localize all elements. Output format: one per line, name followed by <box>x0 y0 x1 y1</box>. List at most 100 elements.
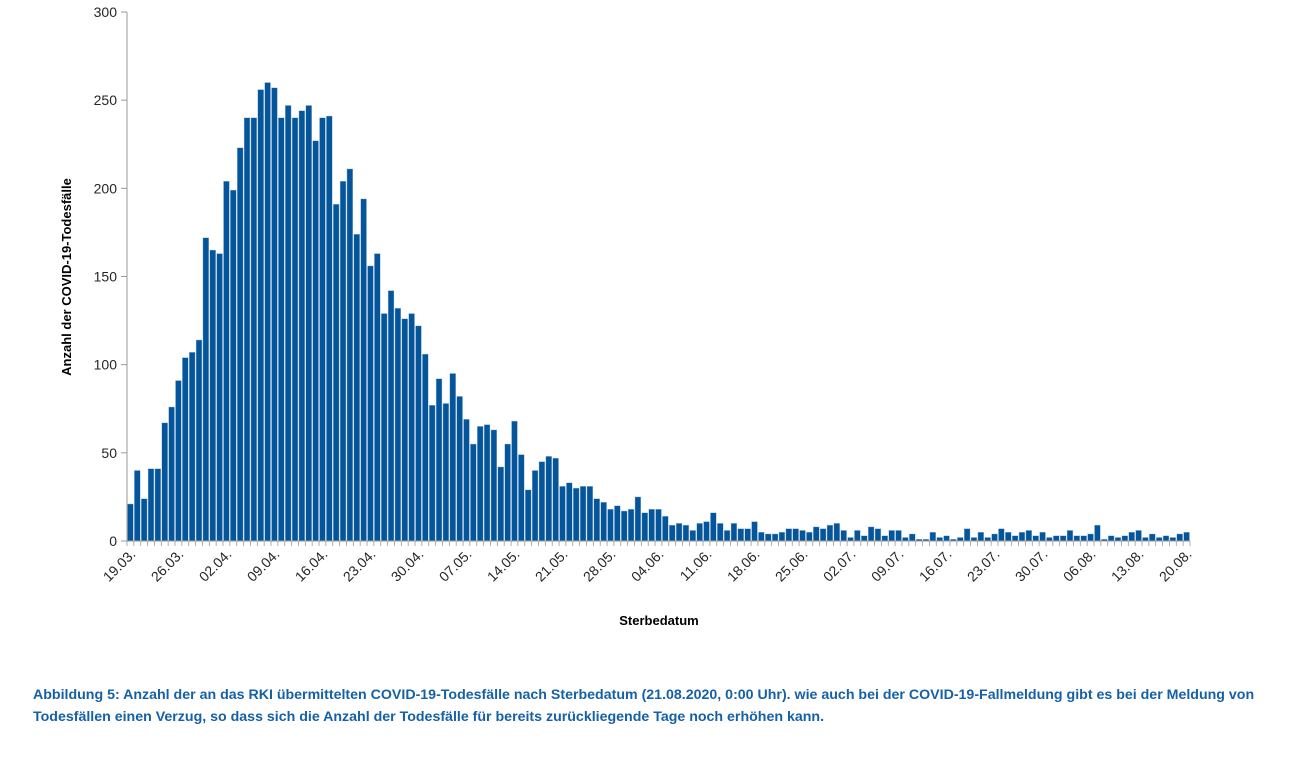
bar <box>963 528 971 542</box>
bar <box>538 461 546 542</box>
x-tick-label: 04.06. <box>628 546 667 585</box>
bar <box>1025 530 1032 542</box>
bar <box>662 516 669 542</box>
bar <box>387 290 395 542</box>
bar <box>634 496 642 542</box>
bar <box>374 253 381 542</box>
bar <box>785 528 792 542</box>
bar <box>346 168 354 542</box>
bar <box>675 523 683 542</box>
bar <box>1176 533 1183 542</box>
bar <box>531 470 539 542</box>
x-tick-label: 21.05. <box>532 546 571 585</box>
bar <box>710 512 717 542</box>
bar <box>874 528 882 542</box>
bar <box>470 443 477 542</box>
bar <box>1073 535 1080 542</box>
bar <box>305 105 312 542</box>
bar <box>1046 537 1053 542</box>
bar <box>216 253 223 542</box>
bar <box>463 419 470 542</box>
bar <box>518 454 525 542</box>
bar <box>1087 533 1094 542</box>
bar <box>483 424 491 542</box>
bar <box>984 537 991 542</box>
bar <box>730 523 738 542</box>
bar <box>1059 535 1067 542</box>
bar <box>477 426 484 542</box>
bar <box>422 353 429 542</box>
bar <box>641 512 648 542</box>
x-tick-label: 20.08. <box>1156 546 1195 585</box>
bar <box>689 530 696 542</box>
bar <box>1107 535 1115 542</box>
bar <box>312 140 319 542</box>
bar <box>621 510 628 542</box>
bar <box>627 509 635 542</box>
bar <box>497 466 504 542</box>
bar <box>1039 531 1046 542</box>
bar <box>250 117 258 542</box>
bar <box>579 486 587 542</box>
x-tick-label: 02.04. <box>196 546 235 585</box>
bar <box>813 526 820 542</box>
bar <box>1018 531 1026 542</box>
bar <box>1128 531 1135 542</box>
bar <box>806 531 813 542</box>
bar <box>326 115 333 542</box>
bar <box>607 509 614 542</box>
bar <box>744 528 751 542</box>
x-tick-label: 30.04. <box>388 546 427 585</box>
bar <box>525 489 532 542</box>
bar <box>449 373 456 542</box>
bar <box>614 505 621 542</box>
bar <box>1011 535 1019 542</box>
bar <box>1094 524 1101 542</box>
bar <box>1183 531 1190 542</box>
bar <box>888 530 895 542</box>
bar <box>867 526 875 542</box>
y-tick-label: 200 <box>94 180 118 196</box>
x-tick-label: 26.03. <box>148 546 187 585</box>
bar <box>1005 531 1012 542</box>
y-tick-label: 0 <box>109 533 117 549</box>
bar <box>195 339 203 542</box>
bar <box>854 530 861 542</box>
bar <box>970 537 978 542</box>
bar <box>1156 537 1163 542</box>
x-tick-label: 25.06. <box>772 546 811 585</box>
bar <box>1053 535 1060 542</box>
bar <box>847 537 854 542</box>
x-tick-label: 28.05. <box>580 546 619 585</box>
x-tick-label: 23.04. <box>340 546 379 585</box>
bar <box>209 249 216 542</box>
bar <box>168 406 175 542</box>
bar <box>230 189 237 542</box>
bar <box>545 456 552 542</box>
bar <box>511 420 518 542</box>
y-tick-label: 300 <box>94 4 118 20</box>
bar <box>1121 535 1128 542</box>
x-tick-label: 09.07. <box>868 546 907 585</box>
bar <box>504 443 511 542</box>
bar <box>435 378 443 542</box>
bar <box>1032 535 1039 542</box>
bar <box>648 509 655 542</box>
bar <box>189 352 196 542</box>
bar <box>182 357 189 542</box>
bar <box>559 486 566 542</box>
x-tick-label: 07.05. <box>436 546 475 585</box>
bar <box>134 470 141 542</box>
x-tick-label: 06.08. <box>1060 546 1099 585</box>
bar <box>991 533 998 542</box>
bar <box>929 531 936 542</box>
bar <box>1162 535 1170 542</box>
bars-group <box>127 82 1190 542</box>
bar <box>264 82 271 542</box>
bar <box>586 486 594 542</box>
bar <box>154 468 161 542</box>
bar <box>552 457 559 542</box>
y-axis: 0 50 100 150 200 250 300 <box>94 4 128 549</box>
bar <box>1135 530 1142 542</box>
